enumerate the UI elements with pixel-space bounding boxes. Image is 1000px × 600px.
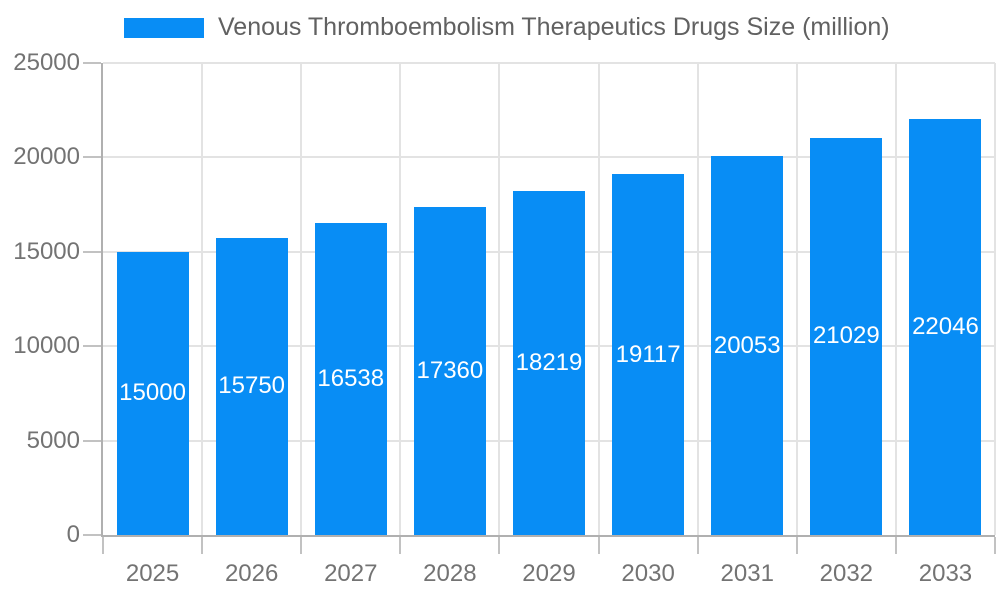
x-tick — [894, 537, 897, 554]
bar-value-label: 17360 — [416, 357, 484, 385]
y-axis-label: 25000 — [13, 49, 80, 76]
bar-value-label: 22046 — [912, 312, 979, 340]
bar: 15750 — [215, 237, 288, 535]
v-gridline — [201, 63, 204, 535]
y-axis-label: 15000 — [13, 237, 80, 265]
v-gridline — [498, 63, 501, 535]
x-tick — [102, 537, 104, 554]
bar: 19117 — [612, 174, 685, 535]
v-gridline — [696, 63, 699, 535]
x-axis-label: 2031 — [720, 560, 774, 587]
x-axis-label: 2027 — [324, 560, 378, 587]
bar: 16538 — [314, 222, 387, 535]
bar-value-label: 16538 — [317, 364, 385, 392]
x-tick — [994, 537, 996, 554]
x-axis-label: 2026 — [224, 560, 279, 587]
bar-value-label: 18219 — [515, 349, 583, 377]
y-tick — [83, 534, 101, 536]
y-tick — [83, 345, 101, 348]
x-axis-label: 2032 — [819, 560, 874, 587]
legend-label: Venous Thromboembolism Therapeutics Drug… — [218, 13, 890, 41]
bar: 21029 — [810, 137, 883, 535]
y-tick — [83, 156, 101, 159]
x-axis-label: 2033 — [918, 560, 973, 587]
legend-swatch — [124, 17, 204, 38]
x-axis-labels: 2025 2026 2027 2028 2029 2030 2031 2032 2033 — [103, 560, 995, 592]
y-axis-label: 0 — [66, 521, 80, 548]
v-gridline — [597, 63, 600, 535]
x-tick — [201, 537, 204, 554]
y-tick — [83, 439, 101, 442]
legend: Venous Thromboembolism Therapeutics Drug… — [124, 13, 890, 42]
bar-value-label: 21029 — [812, 322, 880, 350]
bar-value-label: 15750 — [218, 372, 286, 400]
x-tick — [399, 537, 402, 554]
bar-value-label: 20053 — [713, 331, 781, 359]
bar: 15000 — [116, 251, 189, 535]
y-axis-label: 10000 — [13, 332, 80, 360]
x-axis-label: 2028 — [423, 560, 477, 587]
y-axis-label: 5000 — [26, 426, 80, 454]
bar: 17360 — [413, 207, 486, 535]
v-gridline — [399, 63, 402, 535]
bar-value-label: 19117 — [615, 340, 681, 368]
bar: 20053 — [711, 156, 784, 535]
v-gridline — [894, 63, 897, 535]
x-tick — [498, 537, 501, 554]
x-tick — [795, 537, 798, 554]
y-tick — [83, 250, 101, 253]
plot-area: 15000 15750 16538 17360 18219 19117 20053 21029… — [83, 62, 996, 554]
x-tick — [597, 537, 600, 554]
bar: 22046 — [909, 118, 982, 535]
y-axis-label: 20000 — [13, 143, 80, 171]
v-gridline — [795, 63, 798, 535]
bar: 18219 — [513, 191, 585, 535]
x-tick — [696, 537, 699, 554]
bar-value-label: 15000 — [119, 379, 186, 407]
y-axis-labels: 0 5000 10000 15000 20000 25000 — [0, 49, 80, 548]
v-gridline — [300, 63, 303, 535]
x-axis-label: 2030 — [621, 560, 675, 587]
x-tick — [300, 537, 303, 554]
v-gridline — [994, 63, 996, 535]
x-axis-label: 2025 — [125, 560, 180, 587]
h-gridline — [103, 62, 995, 64]
h-gridline — [103, 156, 995, 159]
x-axis-label: 2029 — [522, 560, 576, 587]
y-tick — [83, 62, 101, 64]
